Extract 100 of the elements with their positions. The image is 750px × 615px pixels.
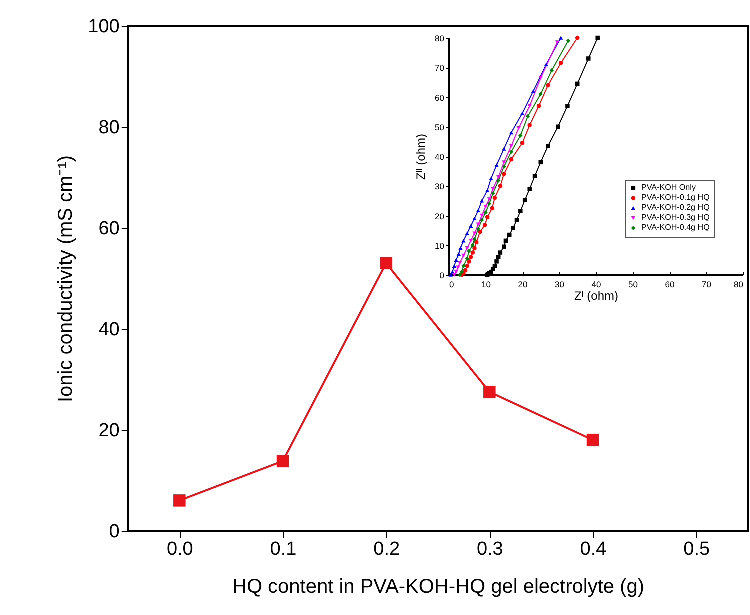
- point: [490, 206, 494, 210]
- point: [514, 218, 520, 222]
- point: [380, 257, 392, 270]
- point: [544, 62, 549, 66]
- x-tick-label: 20: [518, 279, 528, 290]
- point: [487, 202, 492, 206]
- point: [558, 61, 564, 66]
- point: [558, 36, 564, 40]
- point: [467, 260, 472, 264]
- point: [531, 89, 536, 94]
- point: [476, 226, 481, 232]
- y-tick-label: 0: [109, 522, 120, 542]
- point: [502, 164, 506, 169]
- y-tick-label: 80: [435, 34, 445, 44]
- point: [596, 36, 600, 40]
- point: [576, 36, 580, 40]
- point: [472, 232, 477, 236]
- y-tick-label: 40: [435, 152, 445, 162]
- x-tick-label: 0.3: [476, 539, 504, 560]
- y-tick-label: 30: [435, 182, 445, 192]
- point: [452, 273, 457, 277]
- point: [508, 232, 512, 238]
- point: [454, 270, 458, 274]
- legend-label: PVA-KOH-0.2g HQ: [641, 203, 710, 212]
- x-tick-label: 0.0: [166, 539, 194, 560]
- point: [452, 264, 457, 268]
- point: [480, 218, 484, 222]
- point: [502, 147, 506, 151]
- y-tick-label: 60: [435, 92, 445, 103]
- point: [555, 40, 560, 44]
- point: [462, 239, 466, 243]
- x-tick-label: 30: [555, 279, 565, 290]
- point: [489, 176, 494, 181]
- point: [465, 256, 470, 261]
- point: [494, 260, 499, 264]
- point: [484, 386, 496, 398]
- y-tick-label: 70: [435, 63, 445, 74]
- y-tick-label: 50: [435, 122, 445, 132]
- point: [448, 273, 453, 277]
- point: [485, 188, 490, 192]
- point: [546, 83, 550, 88]
- point: [480, 214, 484, 218]
- x-axis-title: HQ content in PVA-KOH-HQ gel electrolyte (g): [232, 576, 644, 598]
- point: [509, 150, 514, 154]
- y-tick-label: 0: [440, 270, 445, 280]
- point: [492, 196, 498, 200]
- point: [538, 92, 543, 96]
- x-tick-label: 70: [702, 279, 712, 290]
- x-tick-label: 40: [592, 279, 602, 290]
- y-tick-label: 20: [98, 420, 120, 442]
- point: [456, 252, 462, 256]
- y-tick-label: 60: [98, 218, 120, 240]
- x-tick-label: 80: [734, 279, 744, 290]
- y-tick-label: 40: [98, 320, 120, 340]
- point: [470, 250, 476, 255]
- point: [528, 186, 532, 192]
- point: [485, 215, 490, 220]
- y-axis-title: Zᴵᴵ (ohm): [414, 134, 428, 180]
- point: [496, 255, 501, 260]
- point: [478, 230, 482, 234]
- legend-label: PVA-KOH Only: [641, 183, 697, 192]
- point: [496, 175, 501, 180]
- point: [498, 184, 503, 188]
- point: [502, 244, 506, 249]
- x-tick-label: 60: [665, 279, 675, 290]
- point: [502, 160, 506, 164]
- point: [468, 224, 474, 228]
- point: [509, 130, 514, 135]
- y-tick-label: 10: [435, 240, 445, 251]
- point: [546, 144, 550, 148]
- point: [474, 240, 479, 245]
- point: [518, 134, 523, 138]
- point: [528, 104, 532, 108]
- point: [480, 199, 484, 203]
- point: [566, 104, 570, 108]
- point: [468, 239, 474, 243]
- point: [522, 198, 528, 202]
- y-tick-label: 20: [435, 211, 445, 222]
- point: [528, 123, 532, 128]
- point: [484, 205, 488, 209]
- point: [458, 246, 463, 250]
- point: [467, 249, 472, 254]
- point: [472, 216, 477, 221]
- point: [496, 178, 501, 183]
- x-tick-label: 0.2: [374, 539, 400, 560]
- point: [470, 243, 476, 248]
- point: [462, 254, 466, 258]
- point: [586, 56, 591, 61]
- x-tick-label: 0.4: [580, 539, 608, 560]
- point: [454, 258, 458, 262]
- point: [586, 434, 600, 446]
- point: [556, 124, 560, 129]
- x-axis-title: Zᴵ (ohm): [574, 288, 619, 303]
- y-tick-label: 80: [98, 118, 120, 138]
- point: [482, 223, 488, 228]
- point: [465, 232, 470, 236]
- point: [502, 172, 506, 176]
- point: [484, 210, 488, 215]
- point: [476, 222, 481, 226]
- point: [465, 246, 470, 250]
